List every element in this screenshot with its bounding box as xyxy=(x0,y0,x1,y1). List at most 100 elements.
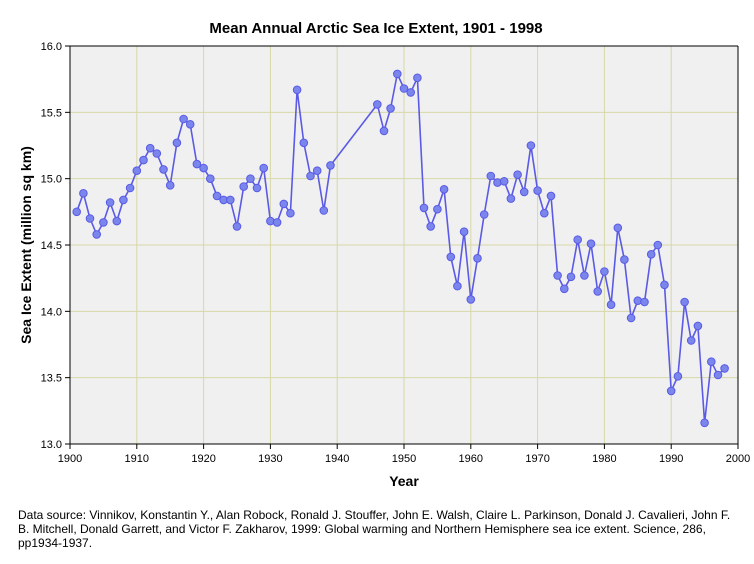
x-tick-label: 1950 xyxy=(392,453,416,465)
x-tick-label: 1910 xyxy=(125,453,149,465)
x-tick-label: 1920 xyxy=(191,453,215,465)
data-point xyxy=(653,240,663,250)
x-tick-label: 1960 xyxy=(459,453,483,465)
data-point xyxy=(707,357,716,367)
chart: Mean Annual Arctic Sea Ice Extent, 1901 … xyxy=(18,20,750,489)
data-point xyxy=(179,114,188,124)
data-point xyxy=(546,191,556,201)
data-point xyxy=(85,214,95,223)
data-point xyxy=(139,155,148,165)
data-point xyxy=(646,250,656,259)
data-point xyxy=(660,280,669,290)
data-point xyxy=(566,272,576,282)
x-tick-label: 1970 xyxy=(525,453,549,465)
grid xyxy=(70,46,738,444)
data-point xyxy=(486,171,496,181)
data-point xyxy=(700,418,709,428)
data-point xyxy=(453,281,462,291)
data-source-note: Data source: Vinnikov, Konstantin Y., Al… xyxy=(18,508,731,550)
data-point xyxy=(419,203,429,213)
data-point xyxy=(165,181,175,190)
data-point xyxy=(272,218,282,227)
data-point xyxy=(479,210,489,219)
data-point xyxy=(540,208,549,218)
data-point xyxy=(125,183,135,193)
data-point xyxy=(212,191,222,201)
data-point xyxy=(299,138,309,148)
data-point xyxy=(406,88,416,97)
data-point xyxy=(680,297,689,307)
data-point xyxy=(185,120,195,129)
data-point xyxy=(620,255,629,264)
data-point xyxy=(379,126,389,136)
data-point xyxy=(433,204,442,214)
data-point xyxy=(446,252,456,262)
data-point xyxy=(626,313,636,323)
data-point xyxy=(252,183,262,193)
data-point xyxy=(92,230,101,239)
data-point xyxy=(553,271,562,280)
y-tick-label: 15.5 xyxy=(41,107,62,119)
data-point xyxy=(192,159,202,169)
data-point xyxy=(506,194,516,203)
data-point xyxy=(399,84,409,93)
data-point xyxy=(526,141,536,150)
data-point xyxy=(312,166,322,175)
data-point xyxy=(413,73,422,83)
data-point xyxy=(79,189,88,198)
data-point xyxy=(666,386,676,396)
data-point xyxy=(292,85,302,95)
y-tick-label: 14.0 xyxy=(41,306,62,318)
data-point xyxy=(246,174,255,183)
data-point xyxy=(439,185,449,194)
data-point xyxy=(473,253,482,263)
data-series xyxy=(72,69,729,428)
data-point xyxy=(159,165,168,174)
y-tick-label: 13.0 xyxy=(41,439,62,451)
data-point xyxy=(393,69,402,79)
y-tick-label: 13.5 xyxy=(41,373,62,385)
data-point xyxy=(580,271,589,280)
data-point xyxy=(279,199,289,209)
data-point xyxy=(239,182,248,191)
data-point xyxy=(720,364,729,373)
data-point xyxy=(105,198,115,207)
data-point xyxy=(586,239,596,248)
data-point xyxy=(319,206,329,215)
data-point xyxy=(459,227,469,236)
data-point xyxy=(326,161,335,170)
x-ticks: 1900 1910 1920 1930 1940 1950 1960 1970 1980 1990… xyxy=(58,444,750,465)
data-point xyxy=(606,300,616,310)
data-point xyxy=(152,149,162,158)
data-point xyxy=(573,235,583,244)
data-point xyxy=(686,336,696,345)
data-point xyxy=(306,171,315,181)
data-point xyxy=(386,104,395,113)
x-tick-label: 1990 xyxy=(659,453,683,465)
data-point xyxy=(533,186,542,195)
data-point xyxy=(673,372,683,381)
data-point xyxy=(713,370,723,380)
data-point xyxy=(132,166,142,175)
data-point xyxy=(466,295,476,304)
data-point xyxy=(199,163,208,173)
x-tick-label: 1940 xyxy=(325,453,349,465)
y-tick-label: 14.5 xyxy=(41,240,62,252)
data-point xyxy=(693,321,703,331)
data-point xyxy=(259,163,269,173)
data-point xyxy=(560,284,569,294)
data-point xyxy=(232,222,242,231)
x-tick-label: 2000 xyxy=(726,453,750,465)
data-point xyxy=(519,187,529,197)
data-point xyxy=(206,174,215,183)
data-point xyxy=(172,138,182,148)
data-point xyxy=(613,223,623,233)
y-tick-label: 16.0 xyxy=(41,41,62,53)
data-point xyxy=(226,195,235,205)
data-point xyxy=(286,208,295,218)
data-point xyxy=(593,287,603,296)
x-tick-label: 1930 xyxy=(258,453,282,465)
data-point xyxy=(513,170,522,179)
data-point xyxy=(373,100,382,109)
data-point xyxy=(499,177,509,186)
